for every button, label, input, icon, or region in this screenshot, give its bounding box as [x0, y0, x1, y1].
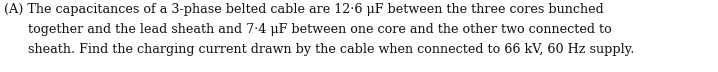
Text: together and the lead sheath and 7·4 μF between one core and the other two conne: together and the lead sheath and 7·4 μF …	[4, 23, 612, 36]
Text: sheath. Find the charging current drawn by the cable when connected to 66 kV, 60: sheath. Find the charging current drawn …	[4, 43, 635, 56]
Text: (A) The capacitances of a 3-phase belted cable are 12·6 μF between the three cor: (A) The capacitances of a 3-phase belted…	[4, 3, 604, 16]
